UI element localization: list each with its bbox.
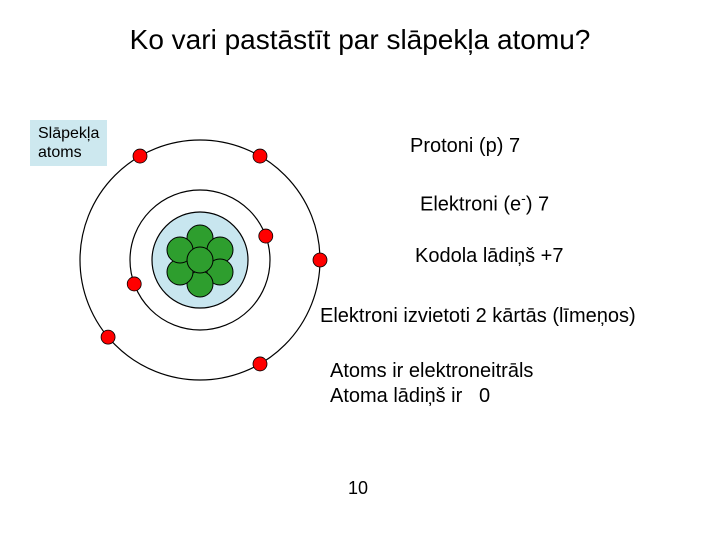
electron-s1-1	[259, 229, 273, 243]
electron-s2-3	[133, 149, 147, 163]
electrons-label-post: )	[526, 194, 538, 216]
page-title: Ko vari pastāstīt par slāpekļa atomu?	[0, 24, 720, 56]
electron-s2-1	[313, 253, 327, 267]
atom-diagram	[60, 120, 340, 400]
nucleus-charge-line: Kodola lādiņš +7	[415, 245, 563, 268]
electron-s2-5	[253, 357, 267, 371]
shells-info-line: Elektroni izvietoti 2 kārtās (līmeņos)	[320, 305, 636, 328]
electron-s2-4	[101, 330, 115, 344]
protons-value: 7	[509, 135, 520, 157]
protons-label: Protoni (p)	[410, 135, 509, 157]
protons-line: Protoni (p) 7	[410, 135, 520, 158]
neutral-line-2: Atoma lādiņš ir 0	[330, 385, 490, 408]
nucleon-7	[187, 247, 213, 273]
neutral-line-1: Atoms ir elektroneitrāls	[330, 360, 533, 383]
electrons-label-pre: Elektroni (e	[420, 194, 521, 216]
neutral-line-2-pre: Atoma lādiņš ir	[330, 385, 479, 407]
neutral-line-2-val: 0	[479, 385, 490, 407]
electrons-line: Elektroni (e-) 7	[420, 190, 549, 217]
electrons-value: 7	[538, 194, 549, 216]
page-number: 10	[348, 478, 368, 499]
electron-s1-2	[127, 277, 141, 291]
electron-s2-2	[253, 149, 267, 163]
